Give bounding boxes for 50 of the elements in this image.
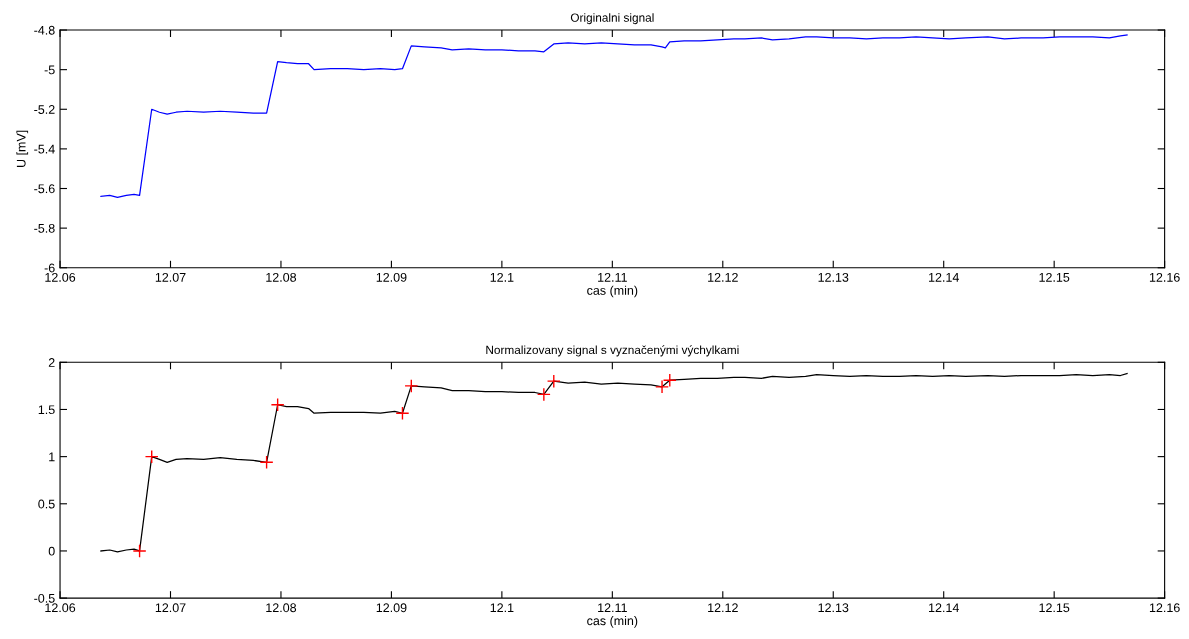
point (395, 406, 410, 421)
chart-title: Originalni signal (570, 13, 654, 25)
x-tick-label: 12.09 (376, 603, 407, 613)
point (144, 449, 159, 464)
x-tick-label: 12.07 (155, 272, 186, 282)
x-tick-label: 12.15 (1039, 603, 1070, 613)
x-tick-label: 12.11 (598, 272, 627, 282)
x-tick-label: 12.1 (490, 603, 514, 613)
y-tick-label: -5.8 (34, 223, 55, 233)
x-tick-label: 12.13 (818, 603, 849, 613)
y-axis-title: U [mV] (16, 130, 29, 168)
point (404, 378, 419, 393)
point (259, 455, 274, 470)
point (132, 544, 147, 558)
point (536, 387, 551, 402)
x-tick-label: 12.08 (266, 272, 297, 282)
y-tick-label: 1 (49, 452, 55, 462)
x-tick-label: 12.16 (1149, 272, 1180, 282)
y-tick-label: -5.2 (34, 105, 55, 114)
y-tick-label: 2 (48, 358, 55, 367)
x-tick-label: 12.1 (490, 272, 514, 282)
line-series (100, 373, 1128, 553)
y-tick-label: -5 (44, 65, 55, 75)
x-tick-label: 12.14 (929, 272, 959, 282)
x-axis-title: cas (min) (587, 285, 638, 298)
x-tick-label: 12.09 (376, 272, 407, 282)
point (546, 374, 561, 389)
point (270, 397, 285, 412)
x-tick-label: 12.12 (708, 603, 738, 613)
y-tick-label: 0 (48, 546, 55, 556)
x-tick-label: 12.13 (818, 272, 849, 282)
x-tick-label: 12.12 (708, 272, 738, 282)
y-tick-label: -5.6 (34, 184, 55, 194)
y-tick-label: -4.8 (34, 25, 55, 35)
chart-title: Normalizovany signal s vyznačenými výchylkami (486, 345, 739, 357)
x-tick-label: 12.08 (266, 603, 297, 613)
x-tick-label: 12.07 (155, 603, 186, 613)
x-tick-label: 12.06 (45, 603, 76, 613)
y-tick-label: -0.5 (34, 593, 55, 603)
x-tick-label: 12.16 (1149, 603, 1180, 613)
x-tick-label: 12.06 (45, 272, 76, 282)
y-tick-label: 1.5 (38, 405, 55, 415)
x-axis-title: cas (min) (587, 616, 638, 628)
y-tick-label: -5.4 (34, 144, 55, 154)
y-tick-label: 0.5 (38, 499, 55, 509)
x-tick-label: 12.11 (598, 603, 627, 613)
x-tick-label: 12.15 (1039, 272, 1070, 282)
y-tick-label: -6 (44, 263, 55, 273)
x-tick-label: 12.14 (929, 603, 959, 613)
line-series (100, 34, 1128, 199)
